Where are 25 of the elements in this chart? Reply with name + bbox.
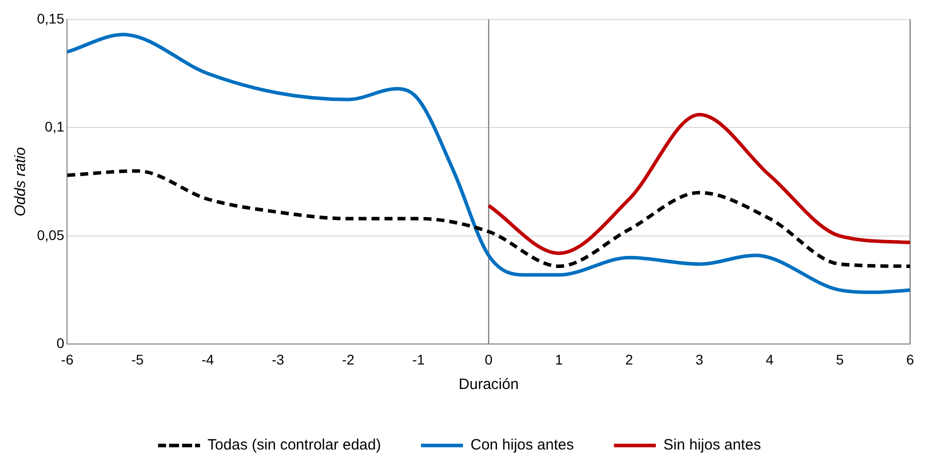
line-series bbox=[67, 32, 910, 294]
x-tick-label: -4 bbox=[202, 351, 214, 368]
x-tick-label: 3 bbox=[695, 351, 704, 368]
x-tick-label: 0 bbox=[484, 351, 493, 368]
x-tick-label: -6 bbox=[61, 351, 74, 368]
line-series bbox=[67, 169, 910, 268]
y-tick-label: 0 bbox=[56, 335, 64, 352]
legend-label: Sin hijos antes bbox=[663, 436, 761, 454]
x-tick-label: -1 bbox=[412, 351, 425, 368]
x-tick-label: 1 bbox=[555, 351, 564, 368]
x-tick-label: 5 bbox=[836, 351, 844, 368]
x-tick-label: -3 bbox=[272, 351, 284, 368]
x-tick-label: 4 bbox=[766, 351, 774, 368]
legend-label: Con hijos antes bbox=[470, 436, 574, 454]
y-tick-label: 0,15 bbox=[37, 10, 64, 26]
line-series bbox=[486, 112, 910, 256]
x-tick-label: 2 bbox=[625, 351, 634, 368]
x-tick-label: -5 bbox=[131, 351, 144, 368]
legend-label: Todas (sin controlar edad) bbox=[208, 436, 381, 454]
x-tick-label: 6 bbox=[906, 351, 914, 368]
x-tick-label: -2 bbox=[342, 351, 355, 368]
y-axis-title: Odds ratio bbox=[12, 147, 30, 216]
y-tick-label: 0,1 bbox=[44, 118, 64, 135]
x-axis-title: Duración bbox=[458, 376, 519, 394]
y-tick-label: 0,05 bbox=[37, 226, 64, 243]
